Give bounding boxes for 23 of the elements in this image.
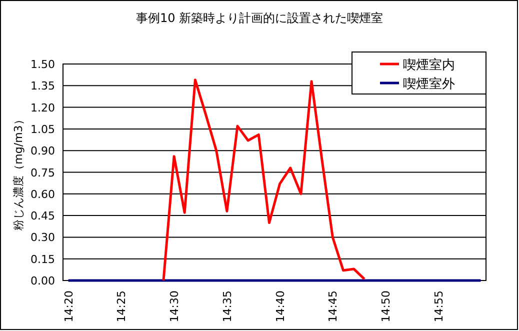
y-tick-label: 1.50 (30, 58, 55, 71)
x-tick-label: 14:30 (168, 290, 182, 322)
chart-title: 事例10 新築時より計画的に設置された喫煙室 (136, 11, 384, 25)
legend-label: 喫煙室外 (403, 76, 455, 92)
y-tick-label: 1.35 (30, 80, 55, 93)
y-tick-label: 0.60 (30, 188, 55, 201)
y-tick-label: 1.20 (30, 101, 55, 114)
x-tick-label: 14:55 (432, 290, 446, 322)
x-tick-label: 14:25 (115, 290, 128, 322)
y-tick-label: 0.45 (30, 210, 55, 223)
x-tick-label: 14:35 (220, 290, 234, 322)
x-tick-label: 14:45 (326, 290, 340, 322)
y-tick-label: 0.90 (30, 144, 55, 158)
y-tick-label: 0.75 (30, 166, 55, 180)
x-tick-label: 14:40 (274, 290, 287, 322)
x-tick-label: 14:50 (380, 290, 393, 322)
y-tick-label: 1.05 (30, 122, 55, 136)
y-tick-label: 0.15 (30, 252, 55, 266)
y-axis-title: 粉じん濃度（mg/m3） (12, 114, 25, 230)
legend-label: 喫煙室内 (403, 57, 455, 73)
y-tick-label: 0.30 (30, 231, 55, 244)
x-tick-label: 14:20 (62, 290, 76, 322)
y-tick-label: 0.00 (30, 274, 55, 288)
